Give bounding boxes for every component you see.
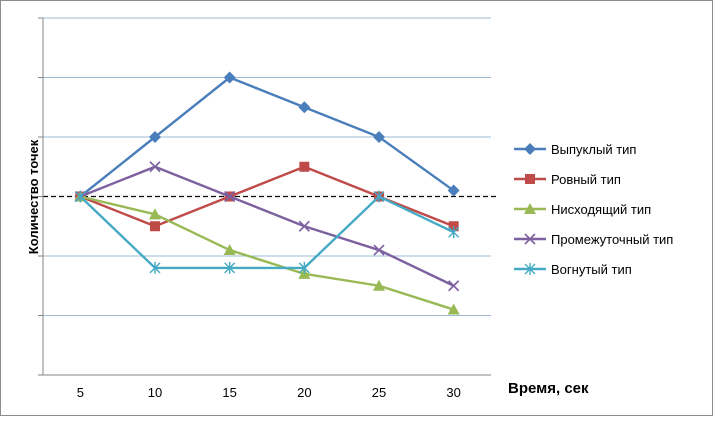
legend-label: Выпуклый тип — [551, 142, 636, 157]
data-point — [150, 221, 160, 232]
y-axis-title: Количество точек — [26, 139, 41, 254]
data-point — [223, 244, 236, 256]
legend-marker — [524, 203, 536, 214]
legend-marker — [525, 174, 535, 184]
data-point — [149, 131, 161, 143]
series-3 — [74, 190, 460, 315]
legend-marker — [524, 233, 536, 245]
data-point — [373, 279, 385, 291]
data-point — [149, 261, 161, 274]
x-axis-title: Время, сек — [508, 380, 589, 397]
data-point — [448, 280, 460, 292]
x-tick-label: 15 — [222, 385, 236, 400]
x-tick-label: 25 — [372, 385, 386, 400]
series-line — [80, 195, 455, 311]
series-line — [79, 76, 455, 198]
x-tick-label: 20 — [297, 385, 311, 400]
legend-item: Промежуточный тип — [514, 232, 673, 247]
legend-item: Нисходящий тип — [514, 202, 651, 217]
series-line — [79, 195, 455, 270]
data-point — [373, 244, 385, 256]
series-line — [79, 165, 455, 287]
axes: 5 10 15 20 25 30 — [38, 17, 491, 400]
data-point — [447, 184, 460, 197]
data-point — [298, 220, 310, 232]
legend-marker — [524, 263, 536, 275]
legend-item: Выпуклый тип — [514, 142, 636, 157]
data-point — [149, 208, 161, 220]
data-point — [224, 190, 236, 203]
data-point — [373, 190, 385, 203]
series-5 — [74, 190, 460, 274]
legend-label: Промежуточный тип — [551, 232, 673, 247]
data-point — [299, 161, 310, 172]
data-point — [298, 261, 310, 274]
legend-label: Ровный тип — [551, 172, 621, 187]
legend-marker — [524, 143, 536, 155]
x-tick-label: 5 — [77, 385, 84, 400]
data-point — [74, 190, 86, 203]
gridlines — [43, 17, 498, 316]
data-point — [149, 161, 161, 173]
x-tick-label: 10 — [148, 385, 162, 400]
series-group — [74, 71, 460, 315]
legend-item: Ровный тип — [514, 172, 621, 187]
data-point — [298, 101, 311, 114]
legend-item: Вогнутый тип — [514, 262, 632, 277]
legend-label: Нисходящий тип — [551, 202, 651, 217]
data-point — [223, 71, 236, 84]
legend: Выпуклый тип Ровный тип Нисходящий тип Пром… — [514, 142, 673, 277]
data-point — [373, 131, 385, 143]
data-point — [447, 303, 460, 315]
legend-label: Вогнутый тип — [551, 262, 632, 277]
x-tick-label: 30 — [446, 385, 460, 400]
data-point — [448, 226, 460, 239]
data-point — [224, 261, 236, 274]
